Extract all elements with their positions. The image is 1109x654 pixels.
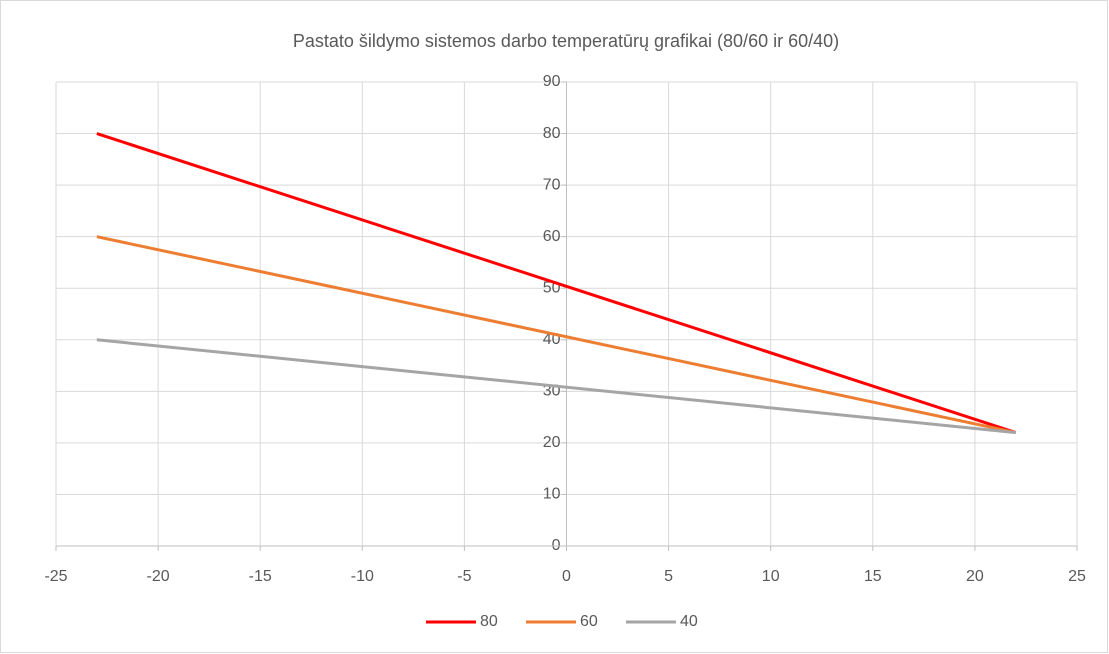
- x-tick-label: -25: [44, 568, 67, 585]
- x-tick-label: 10: [762, 568, 780, 585]
- x-tick-label: -10: [351, 568, 374, 585]
- legend-label: 80: [480, 613, 498, 630]
- y-tick-label: 90: [543, 73, 561, 90]
- x-tick-label: 5: [664, 568, 673, 585]
- x-tick-label: 0: [562, 568, 571, 585]
- y-tick-label: 20: [543, 434, 561, 451]
- y-tick-label: 70: [543, 176, 561, 193]
- x-tick-label: -15: [249, 568, 272, 585]
- y-tick-label: 10: [543, 486, 561, 503]
- y-tick-label: 60: [543, 228, 561, 245]
- x-tick-label: -20: [147, 568, 170, 585]
- x-tick-label: -5: [457, 568, 471, 585]
- x-tick-label: 20: [966, 568, 984, 585]
- series-line: [96, 338, 1016, 435]
- x-tick-label: 25: [1068, 568, 1086, 585]
- y-tick-label: 80: [543, 125, 561, 142]
- legend-label: 40: [680, 613, 698, 630]
- series-line: [96, 132, 1017, 435]
- chart-title: Pastato šildymo sistemos darbo temperatū…: [293, 31, 839, 51]
- series-line: [96, 235, 1017, 435]
- x-tick-label: 15: [864, 568, 882, 585]
- legend-label: 60: [580, 613, 598, 630]
